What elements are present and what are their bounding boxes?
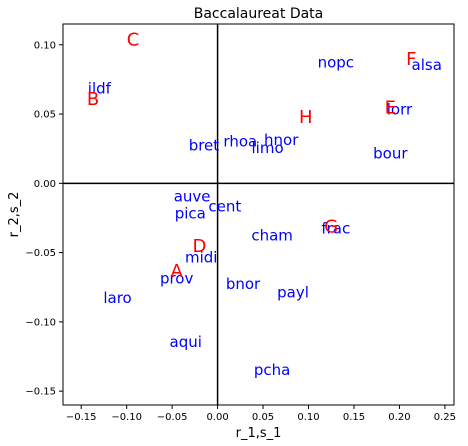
point-label-bour: bour (373, 145, 408, 163)
point-label-laro: laro (103, 289, 131, 307)
point-label-g: G (324, 217, 338, 238)
point-label-pcha: pcha (254, 361, 290, 379)
point-label-alsa: alsa (412, 56, 442, 74)
point-label-a: A (170, 261, 183, 282)
point-label-nopc: nopc (318, 53, 354, 71)
x-tick-label: 0.20 (388, 412, 410, 423)
y-tick-label: 0.05 (34, 110, 56, 121)
x-tick-label: 0.25 (434, 412, 456, 423)
point-label-e: E (385, 98, 396, 119)
x-tick-label: 0.00 (206, 412, 228, 423)
point-label-bnor: bnor (226, 275, 261, 293)
point-label-cent: cent (208, 197, 241, 215)
point-label-auve: auve (174, 188, 211, 206)
point-label-pica: pica (175, 204, 206, 222)
y-tick-label: −0.05 (25, 248, 56, 259)
point-label-b: B (87, 89, 99, 110)
chart-title: Baccalaureat Data (194, 6, 324, 22)
x-tick-label: 0.05 (252, 412, 274, 423)
point-label-frac: frac (321, 220, 350, 238)
point-label-d: D (192, 236, 206, 257)
plot-area (62, 23, 455, 406)
y-axis-label: r_2,s_2 (7, 192, 22, 238)
point-label-lorr: lorr (387, 100, 413, 118)
axis-ticks: −0.15 −0.10 −0.05 0.00 0.05 0.10 0.15 0.20 0.25 −… (25, 40, 456, 423)
point-label-aqui: aqui (170, 333, 202, 351)
x-tick-label: −0.05 (157, 412, 188, 423)
point-label-midi: midi (185, 249, 217, 267)
point-label-cham: cham (251, 226, 293, 244)
y-tick-label: −0.15 (25, 387, 56, 398)
point-label-bret: bret (189, 136, 220, 154)
point-label-h: H (299, 107, 313, 128)
x-tick-label: 0.10 (297, 412, 319, 423)
point-label-c: C (127, 30, 140, 51)
y-tick-label: 0.00 (34, 179, 56, 190)
y-tick-label: 0.10 (34, 40, 56, 51)
x-tick-label: −0.10 (111, 412, 142, 423)
x-axis-label: r_1,s_1 (236, 426, 282, 441)
point-label-f: F (406, 49, 416, 70)
point-label-hnor: hnor (264, 131, 299, 149)
point-label-prov: prov (160, 269, 194, 287)
point-label-ildf: ildf (88, 80, 112, 98)
plot-frame (62, 23, 455, 406)
x-tick-label: 0.15 (343, 412, 365, 423)
point-label-payl: payl (277, 283, 309, 301)
x-tick-label: −0.15 (66, 412, 97, 423)
point-label-limo: limo (252, 139, 284, 157)
y-tick-label: −0.10 (25, 317, 56, 328)
point-label-rhoa: rhoa (223, 132, 257, 150)
